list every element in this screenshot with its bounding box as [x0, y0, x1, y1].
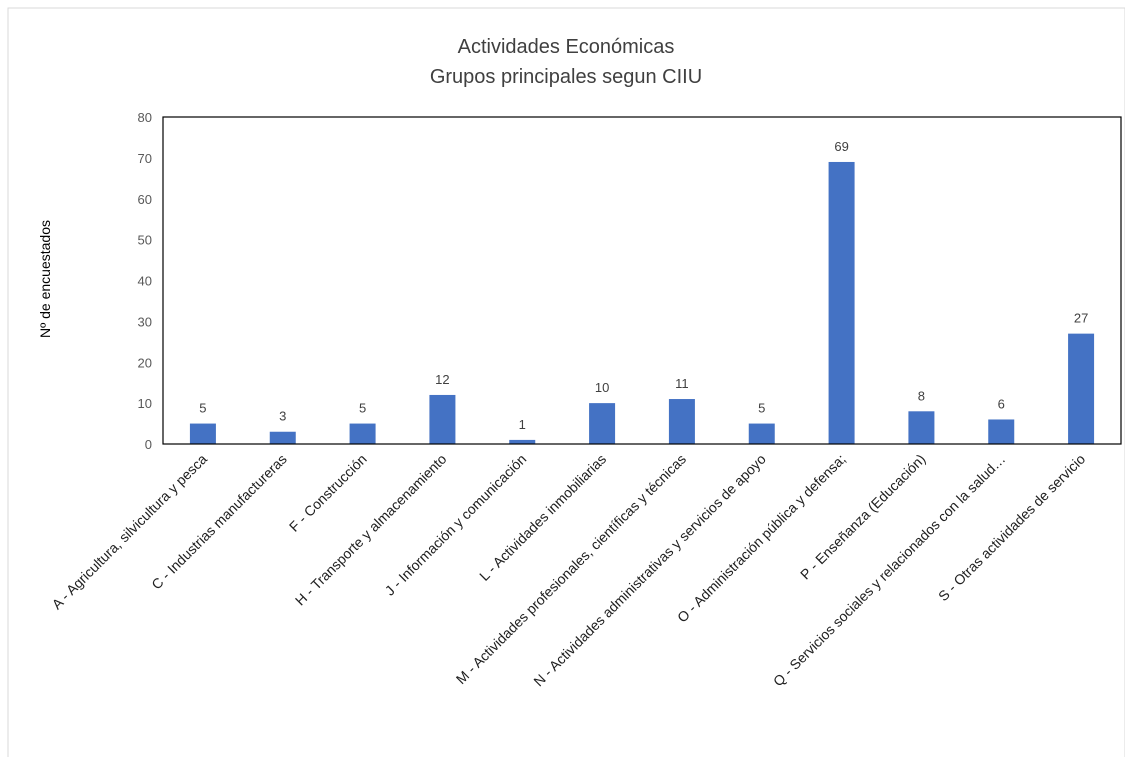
y-tick-label: 10 [138, 396, 152, 411]
y-axis-ticks: 0 10 20 30 40 50 60 70 80 [138, 110, 152, 452]
y-axis-label: Nº de encuestados [37, 220, 53, 338]
data-label: 3 [279, 409, 286, 424]
chart-area-border [7, 7, 1125, 757]
category-label: J - Información y comunicación [382, 451, 530, 599]
category-label: L - Actividades inmobiliarias [476, 451, 609, 584]
y-tick-label: 60 [138, 192, 152, 207]
category-label: C - Industrias manufactureras [148, 451, 290, 593]
bar [908, 411, 935, 444]
chart-subtitle: Grupos principales segun CIIU [430, 66, 702, 88]
bar [748, 423, 775, 444]
data-label: 11 [675, 376, 689, 391]
data-label: 5 [199, 401, 206, 416]
bar [189, 423, 216, 444]
category-label: H - Transporte y almacenamiento [292, 451, 450, 609]
bar [429, 394, 456, 444]
chart-title: Actividades Económicas [458, 36, 675, 58]
y-tick-label: 70 [138, 151, 152, 166]
y-tick-label: 20 [138, 355, 152, 370]
y-tick-label: 40 [138, 274, 152, 289]
y-tick-label: 50 [138, 233, 152, 248]
data-label: 12 [435, 372, 449, 387]
bar [269, 431, 296, 444]
data-label: 8 [918, 388, 925, 403]
y-tick-label: 80 [138, 110, 152, 125]
bars-group [189, 161, 1095, 444]
category-label: S - Otras actividades de servicio [935, 451, 1088, 604]
bar [509, 439, 536, 444]
data-label: 6 [998, 396, 1005, 411]
data-label: 27 [1074, 311, 1088, 326]
data-labels-group: 5 3 5 12 1 10 11 5 69 8 6 27 [199, 139, 1088, 432]
y-tick-label: 30 [138, 314, 152, 329]
plot-area-border [162, 116, 1122, 445]
bar [828, 161, 855, 444]
category-label: O - Administración pública y defensa; [674, 451, 849, 626]
data-label: 1 [519, 417, 526, 432]
data-label: 10 [595, 380, 609, 395]
y-tick-label: 0 [145, 437, 152, 452]
data-label: 5 [359, 401, 366, 416]
data-label: 69 [834, 139, 848, 154]
category-label: A - Agricultura, silvicultura y pesca [49, 451, 211, 613]
bar [349, 423, 376, 444]
data-label: 5 [758, 401, 765, 416]
category-label: F - Construcción [286, 451, 370, 535]
bar [1068, 333, 1095, 444]
bar [668, 399, 695, 444]
bar [589, 403, 616, 444]
bar [988, 419, 1015, 444]
